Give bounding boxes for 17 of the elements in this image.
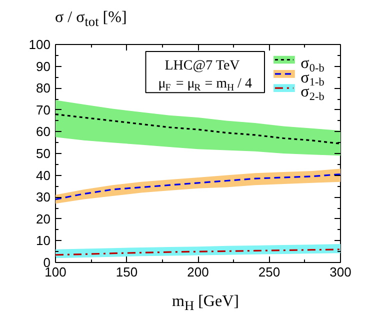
y-tick-label: 50 <box>36 146 51 161</box>
y-tick-label: 30 <box>36 190 51 205</box>
x-tick-label: 200 <box>187 264 209 280</box>
annotation: LHC@7 TeV <box>164 58 240 74</box>
y-tick-label: 70 <box>36 102 51 118</box>
x-tick-label: 300 <box>330 264 352 280</box>
x-tick-label: 150 <box>116 264 138 280</box>
y-axis-title: σ / σ$_{tot}$ [%] <box>55 9 127 30</box>
y-tick-label: 80 <box>36 80 51 96</box>
y-tick-label: 20 <box>36 211 51 226</box>
y-tick-label: 60 <box>36 124 51 140</box>
x-tick-label: 250 <box>258 264 280 280</box>
y-tick-label: 10 <box>36 233 51 248</box>
x-axis-title: m$_{H}$ [GeV] <box>172 293 239 314</box>
y-tick-label: 90 <box>36 58 51 74</box>
y-tick-label: 100 <box>28 37 51 52</box>
y-tick-label: 40 <box>36 168 51 183</box>
